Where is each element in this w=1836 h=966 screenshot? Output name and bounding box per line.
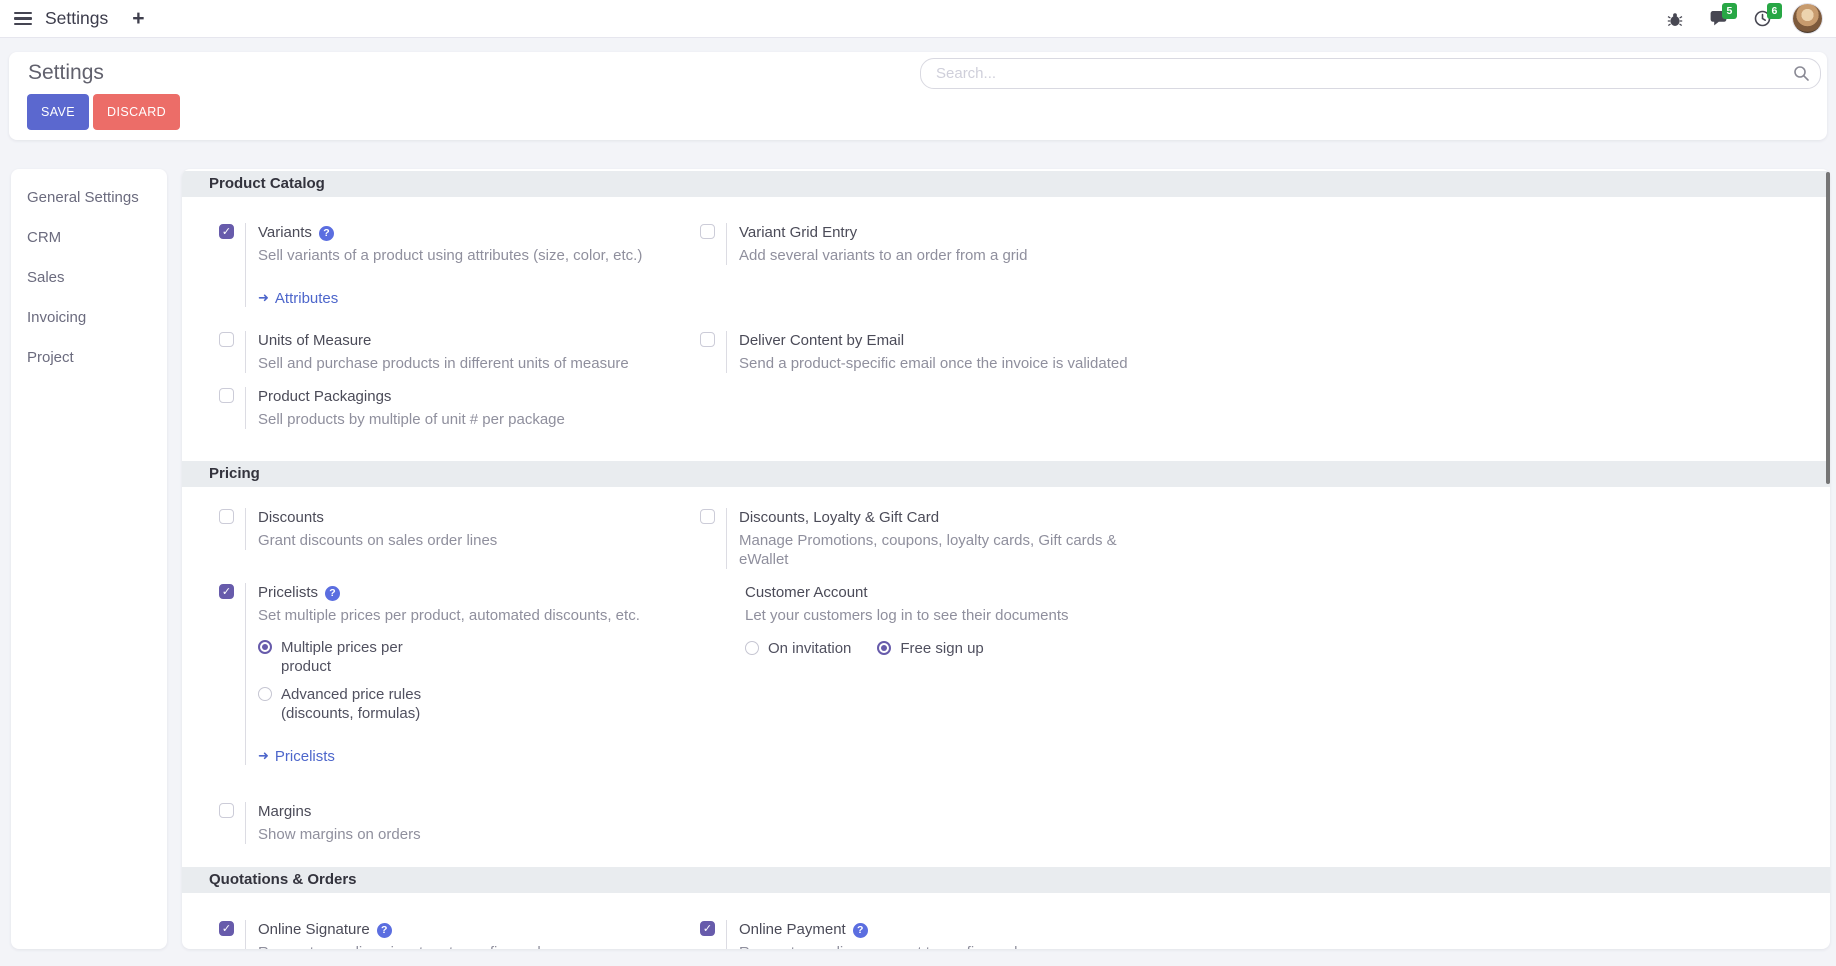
top-navbar: Settings 5 6 <box>0 0 1836 38</box>
loyalty-gift-card-checkbox[interactable] <box>700 509 715 524</box>
radio-on-invitation[interactable]: On invitation <box>745 639 851 658</box>
attributes-link[interactable]: Attributes <box>258 289 679 307</box>
radio-advanced-price-rules[interactable]: Advanced price rules (discounts, formula… <box>258 685 679 723</box>
product-packagings-desc: Sell products by multiple of unit # per … <box>258 411 565 428</box>
radio-on-invitation-label: On invitation <box>768 640 852 657</box>
product-packagings-checkbox[interactable] <box>219 388 234 403</box>
margins-label[interactable]: Margins <box>258 803 312 820</box>
help-question-icon[interactable] <box>852 922 868 938</box>
search-bar <box>920 58 1821 89</box>
setting-product-packagings: Product Packagings Sell products by mult… <box>219 387 679 429</box>
setting-variants: Variants Sell variants of a product usin… <box>219 223 679 307</box>
setting-units-of-measure: Units of Measure Sell and purchase produ… <box>219 331 679 373</box>
control-panel: Settings SAVE DISCARD <box>9 52 1827 140</box>
online-signature-checkbox[interactable] <box>219 921 234 936</box>
messages-icon[interactable]: 5 <box>1709 3 1737 27</box>
section-header-pricing: Pricing <box>182 461 1830 487</box>
deliver-content-checkbox[interactable] <box>700 332 715 347</box>
variant-grid-entry-label[interactable]: Variant Grid Entry <box>739 224 858 241</box>
variant-grid-entry-checkbox[interactable] <box>700 224 715 239</box>
pricelists-link-label: Pricelists <box>274 747 335 765</box>
sidebar-item-project[interactable]: Project <box>27 348 74 366</box>
setting-pricelists: Pricelists Set multiple prices per produ… <box>219 583 679 765</box>
setting-discounts: Discounts Grant discounts on sales order… <box>219 508 679 550</box>
online-signature-desc: Request an online signature to confirm o… <box>258 943 679 949</box>
user-avatar[interactable] <box>1793 4 1822 33</box>
section-header-product-catalog: Product Catalog <box>182 171 1830 197</box>
discounts-desc: Grant discounts on sales order lines <box>258 532 498 549</box>
units-of-measure-desc: Sell and purchase products in different … <box>258 355 629 372</box>
setting-variant-grid-entry: Variant Grid Entry Add several variants … <box>700 223 1220 265</box>
settings-sidebar: General Settings CRM Sales Invoicing Pro… <box>11 169 167 949</box>
messages-count-badge: 5 <box>1722 3 1737 19</box>
product-packagings-label[interactable]: Product Packagings <box>258 388 392 405</box>
online-signature-label[interactable]: Online Signature <box>258 921 370 938</box>
radio-unselected-icon <box>745 641 759 655</box>
app-title[interactable]: Settings <box>45 8 109 28</box>
radio-advanced-price-rules-label: Advanced price rules (discounts, formula… <box>281 686 422 722</box>
help-question-icon[interactable] <box>325 585 341 601</box>
sidebar-item-general-settings[interactable]: General Settings <box>27 188 139 206</box>
arrow-right-icon <box>258 289 269 307</box>
activities-count-badge: 6 <box>1767 3 1782 19</box>
navbar-systray: 5 6 <box>1641 3 1822 33</box>
loyalty-gift-card-desc: Manage Promotions, coupons, loyalty card… <box>739 532 1117 568</box>
online-payment-checkbox[interactable] <box>700 921 715 936</box>
setting-deliver-content-by-email: Deliver Content by Email Send a product-… <box>700 331 1220 373</box>
margins-desc: Show margins on orders <box>258 826 421 843</box>
radio-free-sign-up-label: Free sign up <box>900 640 984 657</box>
pricelists-checkbox[interactable] <box>219 584 234 599</box>
radio-free-sign-up[interactable]: Free sign up <box>877 639 984 658</box>
sidebar-item-sales[interactable]: Sales <box>27 268 65 286</box>
help-question-icon[interactable] <box>318 225 334 241</box>
hamburger-menu-icon[interactable] <box>14 11 32 26</box>
margins-checkbox[interactable] <box>219 803 234 818</box>
pricelists-desc: Set multiple prices per product, automat… <box>258 607 640 624</box>
setting-loyalty-gift-card: Discounts, Loyalty & Gift Card Manage Pr… <box>700 508 1150 569</box>
deliver-content-desc: Send a product-specific email once the i… <box>739 355 1128 372</box>
radio-unselected-icon <box>258 687 272 701</box>
save-button[interactable]: SAVE <box>27 94 90 130</box>
loyalty-gift-card-label[interactable]: Discounts, Loyalty & Gift Card <box>739 509 940 526</box>
arrow-right-icon <box>258 747 269 765</box>
setting-online-payment: Online Payment Request an online payment… <box>700 920 1220 949</box>
customer-account-label: Customer Account <box>745 584 868 601</box>
setting-margins: Margins Show margins on orders <box>219 802 679 844</box>
variants-checkbox[interactable] <box>219 224 234 239</box>
pricelists-label[interactable]: Pricelists <box>258 584 319 601</box>
help-question-icon[interactable] <box>376 922 392 938</box>
bug-icon[interactable] <box>1667 11 1683 27</box>
attributes-link-label: Attributes <box>274 289 339 307</box>
settings-content: Product Catalog Variants Sell variants o… <box>182 169 1830 949</box>
variants-label[interactable]: Variants <box>258 224 312 241</box>
plus-icon[interactable] <box>132 8 144 30</box>
page-title: Settings <box>28 61 104 84</box>
customer-account-desc: Let your customers log in to see their d… <box>745 607 1069 624</box>
online-payment-desc: Request an online payment to confirm ord… <box>739 943 1220 949</box>
radio-selected-icon <box>258 640 272 654</box>
pricelists-link[interactable]: Pricelists <box>258 747 679 765</box>
radio-multiple-prices-label: Multiple prices per product <box>281 639 403 675</box>
vertical-scrollbar[interactable] <box>1826 172 1830 484</box>
radio-selected-icon <box>877 641 892 655</box>
variant-grid-entry-desc: Add several variants to an order from a … <box>739 247 1028 264</box>
setting-online-signature: Online Signature Request an online signa… <box>219 920 679 949</box>
discounts-checkbox[interactable] <box>219 509 234 524</box>
search-input[interactable] <box>920 58 1821 89</box>
units-of-measure-label[interactable]: Units of Measure <box>258 332 372 349</box>
units-of-measure-checkbox[interactable] <box>219 332 234 347</box>
activities-clock-icon[interactable]: 6 <box>1754 3 1782 27</box>
section-header-quotations-orders: Quotations & Orders <box>182 867 1830 893</box>
variants-desc: Sell variants of a product using attribu… <box>258 247 643 264</box>
sidebar-item-crm[interactable]: CRM <box>27 228 62 246</box>
search-icon[interactable] <box>1793 65 1810 87</box>
sidebar-item-invoicing[interactable]: Invoicing <box>27 308 87 326</box>
discard-button[interactable]: DISCARD <box>93 94 181 130</box>
online-payment-label[interactable]: Online Payment <box>739 921 846 938</box>
discounts-label[interactable]: Discounts <box>258 509 324 526</box>
radio-multiple-prices[interactable]: Multiple prices per product <box>258 638 679 676</box>
setting-customer-account: Customer Account Let your customers log … <box>745 583 1225 658</box>
deliver-content-label[interactable]: Deliver Content by Email <box>739 332 905 349</box>
